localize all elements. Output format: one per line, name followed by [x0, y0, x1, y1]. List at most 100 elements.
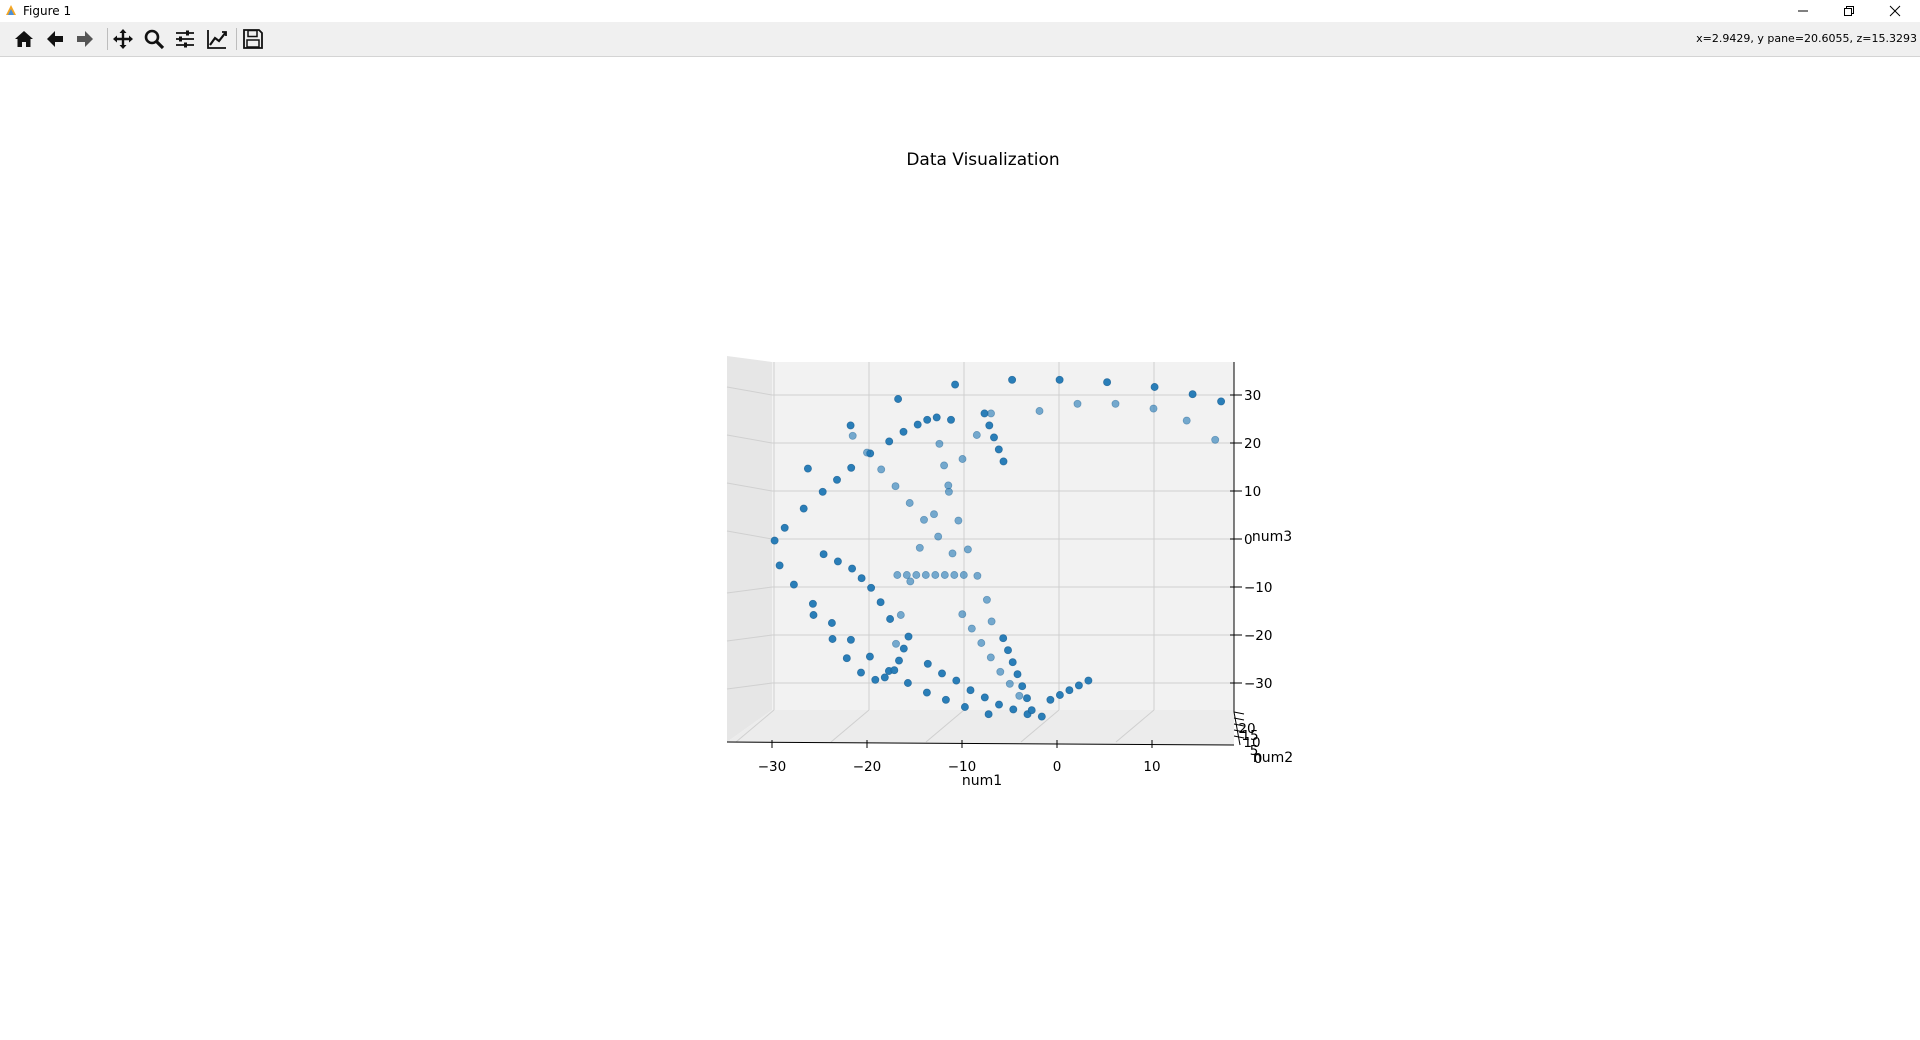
grid-lines [726, 362, 1234, 743]
scatter-point [809, 611, 818, 619]
x-axis-line [726, 741, 1235, 746]
grid-line-floor [830, 709, 870, 743]
floor-pane [727, 710, 1234, 745]
scatter-point [899, 644, 908, 653]
scatter-point [819, 550, 828, 559]
scatter-point [980, 693, 989, 702]
scatter-point [1065, 686, 1074, 695]
y-tick-mark [1233, 717, 1245, 721]
cursor-coordinates-readout: x=2.9429, y pane=20.6055, z=15.3293 [1696, 32, 1917, 45]
z-tick-label: −30 [1244, 676, 1273, 692]
grid-line-left [726, 586, 773, 594]
scatter-point [899, 427, 908, 436]
navigation-toolbar: x=2.9429, y pane=20.6055, z=15.3293 [0, 22, 1920, 57]
scatter-point [958, 610, 967, 619]
scatter-point [848, 431, 857, 440]
scatter-point [893, 571, 902, 579]
scatter-point [940, 571, 949, 579]
scatter-points [770, 375, 1226, 721]
scatter-point [959, 571, 968, 579]
scatter-point [848, 564, 857, 573]
scatter-point [1015, 691, 1024, 700]
scatter-point [920, 515, 928, 524]
back-button[interactable] [42, 27, 68, 51]
scatter-point [891, 482, 900, 491]
grid-line-left [726, 434, 773, 444]
pan-button[interactable] [110, 27, 136, 51]
minimize-icon [1798, 10, 1808, 12]
y-tick-mark [1233, 729, 1245, 733]
y-tick-label: 0 [1254, 751, 1263, 767]
zoom-icon [144, 29, 165, 50]
scatter-point [833, 475, 841, 484]
pan-icon [113, 29, 133, 49]
grid-line-left [726, 634, 773, 642]
grid-line-left [726, 530, 773, 540]
scatter-point [1023, 694, 1031, 703]
scatter-point [867, 583, 876, 592]
y-tick-label: 10 [1243, 735, 1260, 751]
zoom-button[interactable] [141, 27, 167, 51]
scatter-point [828, 635, 837, 643]
scatter-point [934, 532, 943, 541]
scatter-point [1009, 705, 1018, 714]
save-icon [243, 29, 263, 49]
scatter-point [877, 465, 886, 474]
home-button[interactable] [11, 27, 37, 51]
restore-button[interactable] [1826, 0, 1872, 22]
x-tick-label: 10 [1143, 759, 1160, 775]
scatter-point [1055, 375, 1064, 384]
scatter-point [827, 619, 836, 627]
grid-line-floor [1115, 709, 1155, 743]
scatter-point [930, 510, 938, 519]
scatter-point [818, 487, 827, 496]
scatter-point [921, 571, 930, 579]
scatter-point [950, 571, 959, 579]
home-icon [15, 31, 33, 47]
scatter-point [994, 445, 1003, 454]
scatter-point [1149, 404, 1158, 413]
scatter-point [906, 577, 915, 586]
window-title-bar: Figure 1 [0, 0, 1920, 22]
scatter-point [1055, 691, 1064, 699]
scatter-point [967, 624, 976, 633]
z-tick-label: −20 [1244, 628, 1273, 644]
save-button[interactable] [240, 27, 266, 51]
grid-line-left [726, 482, 773, 492]
scatter-point [1182, 416, 1191, 425]
scatter-point [892, 639, 900, 648]
scatter-point [960, 703, 969, 711]
scatter-point [1073, 399, 1082, 408]
close-button[interactable] [1872, 0, 1918, 22]
scatter-point [1074, 681, 1083, 690]
scatter-point [770, 536, 779, 545]
scatter-point [876, 598, 885, 607]
minimize-button[interactable] [1780, 0, 1826, 22]
scatter-point [1008, 375, 1017, 384]
y-tick-label: 5 [1250, 743, 1259, 759]
forward-button[interactable] [72, 27, 98, 51]
scatter-point [980, 409, 989, 418]
scatter-point [857, 668, 865, 677]
scatter-point [948, 549, 957, 558]
scatter-point [863, 448, 871, 457]
grid-line-floor [735, 709, 775, 743]
edit-axes-button[interactable] [204, 27, 230, 51]
scatter-point [938, 669, 946, 678]
scatter-point [902, 571, 911, 579]
scatter-point [996, 667, 1005, 676]
configure-subplots-button[interactable] [172, 27, 198, 51]
scatter-point [905, 499, 914, 507]
scatter-point [931, 571, 940, 579]
y-tick-label: 20 [1238, 721, 1255, 737]
scatter-point [940, 461, 949, 470]
grid-line-floor [1020, 709, 1060, 743]
configure-subplots-icon [176, 30, 194, 48]
scatter-point [1037, 712, 1046, 721]
y-tick-mark [1233, 723, 1245, 727]
scatter-point [885, 437, 894, 446]
z-tick-label: 30 [1244, 388, 1261, 404]
scatter-point [944, 481, 953, 490]
